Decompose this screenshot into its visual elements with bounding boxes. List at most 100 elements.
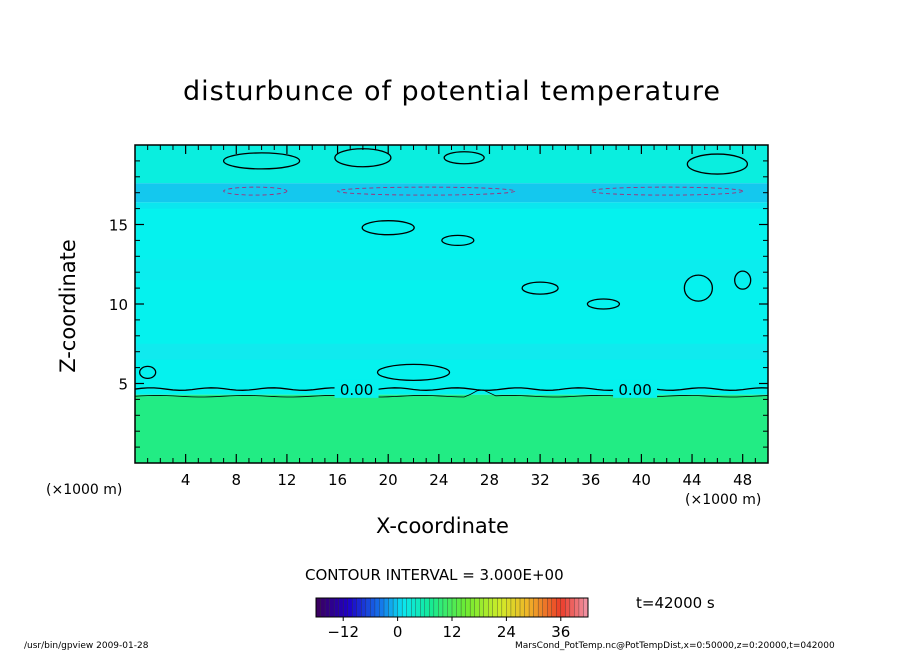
colorbar-strip	[565, 597, 571, 618]
contour-negative-0	[223, 186, 288, 196]
contour-blob-5	[441, 234, 475, 247]
colorbar-strip	[479, 597, 485, 618]
colorbar-strip	[388, 597, 394, 618]
contour-blob-11	[139, 365, 157, 380]
colorbar-strip	[379, 597, 385, 618]
shade-band-1	[135, 259, 768, 281]
colorbar-strip	[415, 597, 421, 618]
footer-source: MarsCond_PotTemp.nc@PotTempDist,x=0:5000…	[515, 641, 835, 651]
footer-program: /usr/bin/gpview 2009-01-28	[24, 641, 149, 651]
colorbar-tick-label-0: 0	[393, 623, 403, 641]
contour-blob-0	[222, 152, 301, 170]
shade-region-0	[135, 394, 768, 463]
colorbar-strip	[528, 597, 535, 618]
colorbar-tick-label--12: −12	[327, 623, 359, 641]
colorbar-strip	[343, 597, 349, 618]
contour-blob-6	[683, 274, 714, 302]
colorbar-strip	[383, 597, 390, 618]
shade-band-2	[135, 202, 768, 209]
x-tick-label-36: 36	[581, 471, 600, 489]
colorbar-strip	[533, 597, 539, 618]
colorbar-strip	[519, 597, 526, 618]
contour-zero-line	[135, 387, 768, 391]
time-label: t=42000 s	[636, 594, 715, 612]
colorbar-strip	[370, 597, 376, 618]
x-tick-label-44: 44	[682, 471, 701, 489]
shade-region-1	[135, 202, 768, 395]
colorbar-strip	[420, 597, 426, 618]
colorbar-strip	[510, 597, 516, 618]
colorbar-strip	[361, 597, 367, 618]
x-tick-label-32: 32	[531, 471, 550, 489]
x-tick-label-4: 4	[181, 471, 191, 489]
contour-lower-line	[135, 389, 768, 398]
colorbar-strip	[447, 597, 453, 618]
contour-interval-label: CONTOUR INTERVAL = 3.000E+00	[305, 566, 564, 584]
x-tick-label-8: 8	[232, 471, 242, 489]
colorbar-strip	[401, 597, 408, 618]
colorbar-strip	[492, 597, 498, 618]
colorbar-strip	[438, 597, 444, 618]
shade-band-0	[135, 343, 768, 360]
colorbar-strip	[352, 597, 358, 618]
colorbar-strip	[451, 597, 458, 618]
colorbar-strip	[542, 597, 548, 618]
x-unit-label-right: (×1000 m)	[685, 492, 762, 508]
x-tick-label-12: 12	[277, 471, 296, 489]
contour-lines: 0.00 0.00	[135, 148, 768, 399]
colorbar-strip	[497, 597, 503, 618]
x-tick-label-20: 20	[379, 471, 398, 489]
contour-label-bg-0	[334, 379, 379, 398]
colorbar-strip	[483, 597, 489, 618]
colorbar-strip	[365, 597, 371, 618]
contour-blob-9	[376, 363, 451, 382]
contour-label-bg-1	[613, 379, 658, 398]
colorbar-strip	[515, 597, 521, 618]
contour-blob-2	[443, 151, 485, 165]
colorbar-strip	[315, 597, 322, 618]
plot-area	[135, 145, 768, 463]
colorbar-strip	[488, 597, 494, 618]
colorbar-strip	[578, 597, 584, 618]
colorbar-tick-label-12: 12	[442, 623, 461, 641]
y-tick-label-10: 10	[109, 296, 128, 314]
contour-blob-4	[361, 220, 415, 236]
colorbar-strip	[411, 597, 417, 618]
colorbar-strip	[569, 597, 575, 618]
x-axis-label: X-coordinate	[376, 514, 509, 538]
contour-blob-10	[734, 270, 752, 290]
x-tick-label-24: 24	[429, 471, 448, 489]
colorbar-strip	[338, 597, 344, 618]
colorbar-strip	[392, 597, 399, 618]
colorbar-strip	[537, 597, 544, 618]
y-axis-label: Z-coordinate	[56, 239, 80, 373]
contour-negative-1	[337, 186, 516, 196]
y-tick-label-15: 15	[109, 217, 128, 235]
colorbar-strip	[433, 597, 439, 618]
shade-region-2	[135, 183, 768, 203]
colorbar-strip	[333, 597, 340, 618]
colorbar-strip	[560, 597, 566, 618]
colorbar-strip	[320, 597, 326, 618]
colorbar-strip	[397, 597, 403, 618]
colorbar-strip	[547, 597, 553, 618]
contour-blob-7	[521, 281, 559, 295]
colorbar-strip	[465, 597, 471, 618]
colorbar-strip	[442, 597, 448, 618]
colorbar-strip	[429, 597, 435, 618]
contour-label-1: 0.00	[618, 381, 651, 399]
colorbar-tick-label-24: 24	[497, 623, 516, 641]
colorbar-strip	[406, 597, 412, 618]
x-tick-label-16: 16	[328, 471, 347, 489]
colorbar-strip	[501, 597, 507, 618]
colorbar-strip	[506, 597, 512, 618]
contour-blob-8	[586, 298, 621, 310]
colorbar-strip	[524, 597, 530, 618]
x-tick-label-48: 48	[733, 471, 752, 489]
colorbar-strip	[356, 597, 362, 618]
colorbar-strip	[574, 597, 580, 618]
colorbar-strip	[329, 597, 335, 618]
contour-blob-3	[686, 153, 749, 175]
x-tick-label-28: 28	[480, 471, 499, 489]
colorbar-strip	[551, 597, 557, 618]
